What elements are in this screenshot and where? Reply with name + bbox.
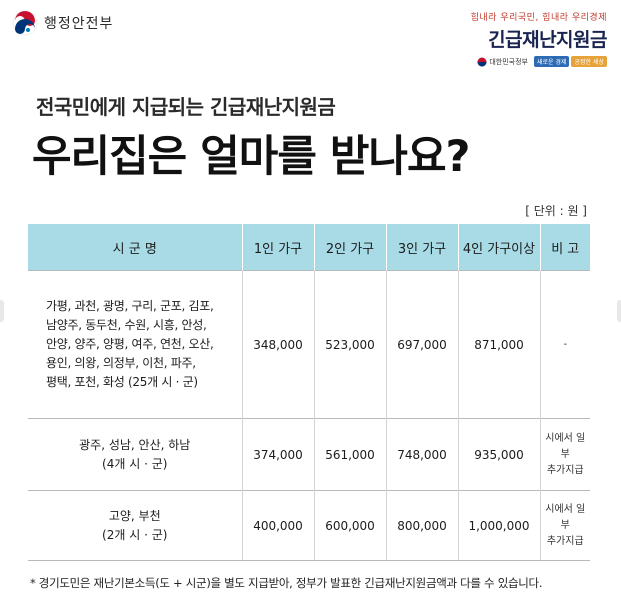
col-header-3person: 3인 가구 xyxy=(385,224,458,271)
region-line: 용인, 의왕, 의정부, 이천, 파주, xyxy=(46,356,196,370)
note-cell: 시에서 일부 추가지급 xyxy=(539,490,590,561)
region-line: (2개 시 · 군) xyxy=(102,527,168,542)
region-line: 가평, 과천, 광명, 구리, 군포, 김포, xyxy=(46,299,214,313)
amount-4person: 935,000 xyxy=(457,418,540,491)
taegeuk-logo-icon xyxy=(12,10,38,36)
gov-row: 대한민국정부 새로운 경제 공정한 세상 xyxy=(457,56,607,67)
amount-2person: 561,000 xyxy=(313,418,386,491)
footnote: * 경기도민은 재난기본소득(도 + 시군)을 별도 지급받아, 정부가 발표한… xyxy=(30,576,543,590)
campaign-slogan: 힘내라 우리국민, 힘내라 우리경제 xyxy=(470,13,607,23)
subtitle: 전국민에게 지급되는 긴급재난지원금 xyxy=(36,95,336,119)
col-header-1person: 1인 가구 xyxy=(241,224,314,271)
region-line: 평택, 포천, 화성 (25개 시 · 군) xyxy=(46,375,198,389)
gov-name: 대한민국정부 xyxy=(489,57,528,66)
taegeuk-mini-icon xyxy=(477,57,487,66)
amount-1person: 374,000 xyxy=(241,418,314,491)
header: 행정안전부 힘내라 우리국민, 힘내라 우리경제 긴급재난지원금 대한민국정부 … xyxy=(0,0,621,80)
col-header-2person: 2인 가구 xyxy=(313,224,386,271)
note-cell: 시에서 일부 추가지급 xyxy=(539,418,590,491)
region-cell: 가평, 과천, 광명, 구리, 군포, 김포, 남양주, 동두천, 수원, 시흥… xyxy=(28,270,242,419)
ministry-brand: 행정안전부 xyxy=(12,10,113,36)
amount-3person: 800,000 xyxy=(385,490,458,561)
table-row: 광주, 성남, 안산, 하남 (4개 시 · 군) 374,000 561,00… xyxy=(28,418,590,491)
amount-2person: 523,000 xyxy=(313,270,386,419)
region-cell: 광주, 성남, 안산, 하남 (4개 시 · 군) xyxy=(28,418,242,491)
col-header-note: 비 고 xyxy=(539,224,590,271)
col-header-4person: 4인 가구이상 xyxy=(457,224,540,271)
amount-2person: 600,000 xyxy=(313,490,386,561)
region-line: 안양, 양주, 양평, 여주, 연천, 오산, xyxy=(46,337,214,351)
region-cell: 고양, 부천 (2개 시 · 군) xyxy=(28,490,242,561)
region-line: 남양주, 동두천, 수원, 시흥, 안성, xyxy=(46,318,207,332)
carousel-next-handle[interactable] xyxy=(617,300,621,322)
note-line: 시에서 일부 xyxy=(545,503,586,531)
support-amount-table: 시 군 명 1인 가구 2인 가구 3인 가구 4인 가구이상 비 고 가평, … xyxy=(28,224,590,561)
headline: 우리집은 얼마를 받나요? xyxy=(32,132,470,182)
note-line: 추가지급 xyxy=(546,464,584,476)
amount-4person: 1,000,000 xyxy=(457,490,540,561)
campaign-title: 긴급재난지원금 xyxy=(488,29,607,51)
carousel-prev-handle[interactable] xyxy=(0,300,4,322)
table-row: 가평, 과천, 광명, 구리, 군포, 김포, 남양주, 동두천, 수원, 시흥… xyxy=(28,270,590,419)
note-line: - xyxy=(563,338,568,350)
note-line: 시에서 일부 xyxy=(545,432,586,460)
amount-1person: 348,000 xyxy=(241,270,314,419)
region-line: (4개 시 · 군) xyxy=(102,456,168,471)
table-header-row: 시 군 명 1인 가구 2인 가구 3인 가구 4인 가구이상 비 고 xyxy=(28,224,590,271)
region-line: 광주, 성남, 안산, 하남 xyxy=(79,437,191,452)
tag-fair-world: 공정한 세상 xyxy=(571,56,607,67)
unit-label: [ 단위 : 원 ] xyxy=(525,204,587,218)
amount-1person: 400,000 xyxy=(241,490,314,561)
table-row: 고양, 부천 (2개 시 · 군) 400,000 600,000 800,00… xyxy=(28,490,590,561)
amount-3person: 697,000 xyxy=(385,270,458,419)
campaign-badge: 힘내라 우리국민, 힘내라 우리경제 긴급재난지원금 대한민국정부 새로운 경제… xyxy=(457,10,608,67)
note-line: 추가지급 xyxy=(546,535,584,547)
note-cell: - xyxy=(539,270,590,419)
tag-new-economy: 새로운 경제 xyxy=(533,56,570,67)
region-line: 고양, 부천 xyxy=(108,508,161,523)
col-header-region: 시 군 명 xyxy=(28,224,242,271)
ministry-name: 행정안전부 xyxy=(44,16,114,32)
amount-3person: 748,000 xyxy=(385,418,458,491)
amount-4person: 871,000 xyxy=(457,270,540,419)
